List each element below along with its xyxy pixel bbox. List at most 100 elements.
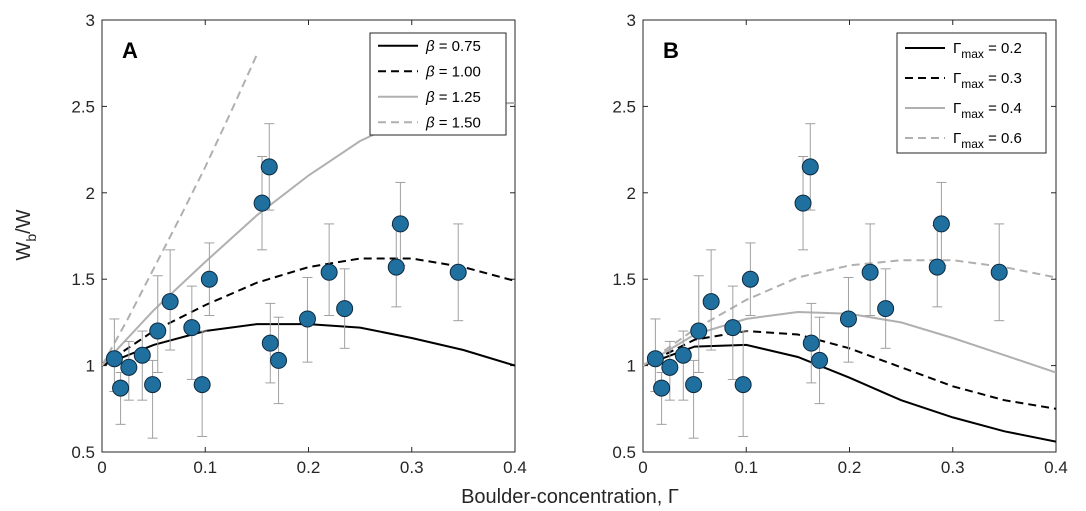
data-point [932, 215, 950, 233]
data-point [149, 322, 167, 340]
data-points [646, 123, 1008, 439]
y-axis-label-sub: b [23, 234, 39, 242]
y-tick-label: 0.5 [612, 443, 636, 462]
legend-subscript: max [961, 77, 984, 91]
data-point [794, 194, 812, 212]
legend-value: = 0.75 [435, 38, 481, 55]
legend-symbol: Γ [953, 70, 961, 87]
x-tick-label: 0.3 [941, 458, 965, 477]
legend-entry: β = 1.00 [425, 63, 481, 80]
data-point [200, 270, 218, 288]
panel-b: 0 0.1 0.2 0.3 0.40.511.522.53B Γmax = 0.2Γmax… [612, 11, 1067, 477]
y-axis-label-tail: /W [13, 209, 35, 234]
data-point [260, 158, 278, 176]
legend-symbol: Γ [953, 40, 961, 57]
data-point [144, 376, 162, 394]
legend-value: = 0.3 [984, 70, 1022, 87]
y-tick-label: 2 [627, 184, 636, 203]
data-point [702, 293, 720, 311]
data-point [734, 376, 752, 394]
data-point [811, 351, 829, 369]
data-point [391, 215, 409, 233]
data-point [690, 322, 708, 340]
data-point [877, 300, 895, 318]
data-point [112, 379, 130, 397]
data-point [653, 379, 671, 397]
legend-subscript: max [961, 107, 984, 121]
data-point [387, 258, 405, 276]
data-point [928, 258, 946, 276]
series-line-3 [643, 259, 1056, 367]
x-tick-label: 0.3 [400, 458, 424, 477]
series-line-1 [643, 329, 1056, 410]
y-tick-label: 3 [627, 11, 636, 30]
legend-box [896, 32, 1047, 154]
x-tick-label: 0.2 [838, 458, 862, 477]
panel-a: 0 0.1 0.2 0.3 0.40.511.522.53A β = 0.75β = 1.… [71, 11, 526, 477]
y-tick-label: 1 [627, 357, 636, 376]
data-point [270, 351, 288, 369]
legend-symbol: Γ [953, 130, 961, 147]
legend-subscript: max [961, 47, 984, 61]
legend-entry: Γmax = 0.3 [953, 70, 1022, 91]
data-point [646, 350, 664, 368]
x-axis-label: Boulder-concentration, Γ [461, 486, 679, 508]
legend-symbol: Γ [953, 100, 961, 117]
y-axis-label: Wb/W [13, 209, 39, 260]
legend-value: = 1.25 [435, 89, 481, 106]
legend-entry: β = 1.25 [425, 89, 481, 106]
data-point [661, 358, 679, 376]
legend-symbol: β [425, 89, 435, 106]
legend-entry: β = 1.50 [425, 114, 481, 131]
series-line-0 [643, 343, 1056, 443]
data-point [839, 310, 857, 328]
legend-subscript: max [961, 137, 984, 151]
x-tick-label: 0.2 [297, 458, 321, 477]
legend-symbol: β [425, 114, 435, 131]
y-tick-label: 2 [86, 184, 95, 203]
legend-symbol: β [425, 63, 435, 80]
y-tick-label: 3 [86, 11, 95, 30]
panel-label: B [663, 38, 679, 63]
series-line-1 [102, 257, 515, 367]
data-point [724, 319, 742, 337]
x-tick-label: 0.1 [734, 458, 758, 477]
y-tick-label: 1 [86, 357, 95, 376]
data-point [801, 158, 819, 176]
data-point [133, 346, 151, 364]
data-point [674, 346, 692, 364]
data-point [861, 263, 879, 281]
data-points [105, 123, 467, 439]
data-point [741, 270, 759, 288]
legend-symbol: β [425, 38, 435, 55]
y-tick-label: 0.5 [71, 443, 95, 462]
x-tick-label: 0.4 [1044, 458, 1068, 477]
data-point [298, 310, 316, 328]
data-point [105, 350, 123, 368]
data-point [183, 319, 201, 337]
data-point [161, 293, 179, 311]
series-line-3 [102, 54, 258, 367]
data-point [449, 263, 467, 281]
y-axis-label-main: W [13, 242, 35, 261]
y-tick-label: 1.5 [612, 270, 636, 289]
data-point [320, 263, 338, 281]
legend-value: = 1.50 [435, 114, 481, 131]
data-point [336, 300, 354, 318]
panel-label: A [122, 38, 138, 63]
data-point [253, 194, 271, 212]
data-point [990, 263, 1008, 281]
legend-entry: Γmax = 0.6 [953, 130, 1022, 151]
x-tick-label: 0.4 [503, 458, 527, 477]
data-point [685, 376, 703, 394]
legend-box [369, 32, 507, 136]
legend-entry: β = 0.75 [425, 38, 481, 55]
y-tick-label: 1.5 [71, 270, 95, 289]
data-point [120, 358, 138, 376]
legend-entry: Γmax = 0.2 [953, 40, 1022, 61]
legend-value: = 0.2 [984, 40, 1022, 57]
data-point [261, 334, 279, 352]
x-tick-label: 0 [638, 458, 647, 477]
